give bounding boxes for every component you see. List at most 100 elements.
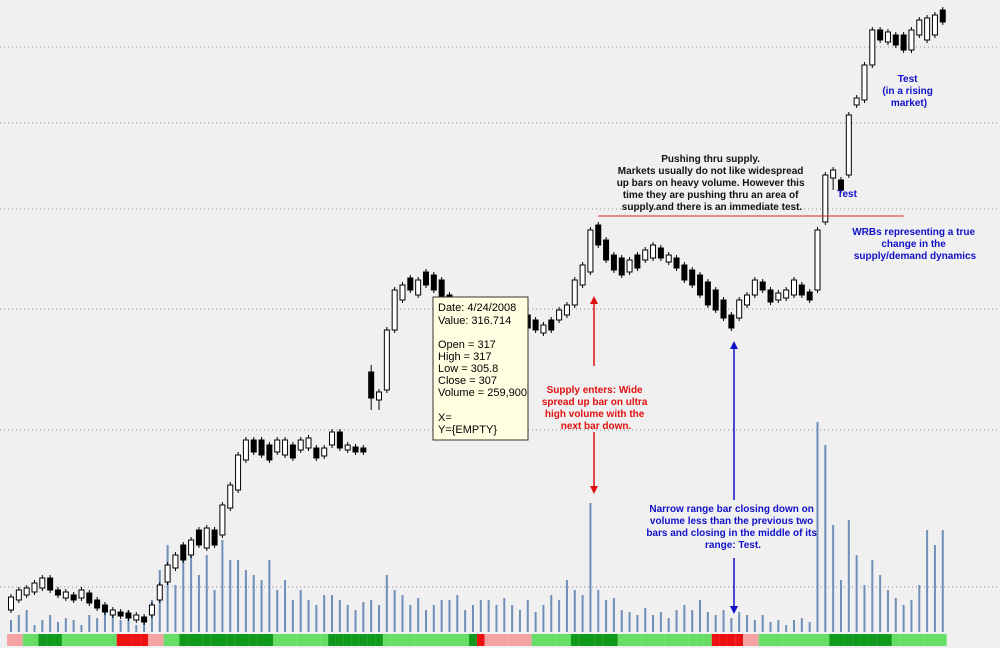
volume-bar [644,608,647,632]
signal-cell [22,634,31,646]
signal-cell [523,634,532,646]
candle-body [806,291,813,301]
signal-cell [148,634,156,646]
annotation: Pushing thru supply. Markets usually do … [617,154,808,213]
candle-body [869,29,876,66]
candle-body [689,269,696,286]
signal-cell [821,634,830,646]
signal-cell [453,634,462,646]
volume-bar [722,610,725,632]
candle-body [415,279,422,296]
volume-bar [174,585,177,632]
candle-body [908,29,915,51]
candle-body [548,319,555,331]
signal-cell [429,634,438,646]
annotation: Test (in a rising market) [882,74,935,109]
signal-cell [30,634,39,646]
signal-cell [77,634,86,646]
signal-cell [617,634,626,646]
signal-cell [445,634,454,646]
signal-cell [195,634,203,646]
candle-body [188,539,195,556]
volume-bar [714,615,717,632]
signal-cell [884,634,892,646]
signal-cell [14,634,23,646]
volume-bar [354,610,357,632]
signal-cell [664,634,673,646]
signal-cell [210,634,219,646]
volume-bar [315,605,318,632]
volume-bar [620,610,623,632]
signal-cell [931,634,939,646]
candle-body [814,229,821,291]
volume-bar [605,600,608,632]
candle-body [877,29,884,41]
candle-body [681,264,688,281]
annotation: Supply enters: Wide spread up bar on ult… [542,385,650,432]
signal-cell [328,634,336,646]
volume-bar [894,598,897,632]
candle-body [845,114,852,176]
candle-body [399,284,406,301]
volume-bar [41,620,44,632]
signal-cell [171,634,180,646]
volume-bar [746,615,749,632]
volume-bar [190,548,193,632]
volume-bar [448,600,451,632]
volume-bar [918,585,921,632]
signal-cell [320,634,329,646]
signal-cell [680,634,689,646]
tooltip: Date: 4/24/2008 Value: 316.714 Open = 31… [432,296,530,441]
candle-body [62,591,69,599]
volume-bar [471,605,474,632]
volume-bar [526,600,529,632]
signal-cell [750,634,759,646]
volume-bar [542,605,545,632]
signal-cell [672,634,681,646]
candle-body [650,244,657,259]
candle-body [211,529,218,546]
signal-cell [656,634,665,646]
candle-body [336,431,343,449]
volume-bar [628,612,631,632]
signal-cell [116,634,125,646]
volume-bar [910,600,913,632]
candle-body [313,447,320,459]
signal-cell [570,634,579,646]
candle-body [227,484,234,509]
signal-cell [382,634,391,646]
signal-cell [312,634,321,646]
candle-body [344,444,351,451]
volume-bar [401,595,404,632]
volume-bar [119,620,122,632]
volume-bar [871,560,874,632]
signal-cell [492,634,501,646]
candle-body [532,319,539,331]
candle-body [289,444,296,459]
volume-bar [409,605,412,632]
candle-body [775,292,782,301]
candle-body [673,257,680,269]
tooltip-text: Date: 4/24/2008 Value: 316.714 Open = 31… [438,302,530,436]
signal-cell [547,634,556,646]
volume-bar [667,618,670,632]
candle-body [783,289,790,299]
candle-body [407,277,414,291]
candle-body [305,437,312,449]
signal-cell [54,634,62,646]
annotation: Test [837,189,857,200]
volume-bar [558,600,561,632]
volume-bar [847,520,850,632]
signal-cell [500,634,509,646]
candle-body [352,446,359,453]
volume-bar [479,600,482,632]
signal-cell [555,634,564,646]
volume-bar [464,610,467,632]
signal-cell [257,634,266,646]
signal-cell [727,634,736,646]
volume-bar [385,575,388,632]
volume-bar [863,585,866,632]
signal-cell [7,634,15,646]
candle-body [321,447,328,457]
volume-bar [229,560,232,632]
